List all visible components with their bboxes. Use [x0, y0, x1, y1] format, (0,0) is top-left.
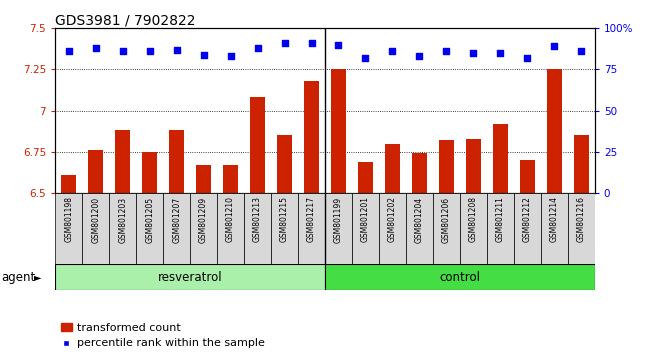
Bar	[514, 193, 541, 264]
Bar	[196, 165, 211, 193]
Point	[549, 44, 560, 49]
Text: GSM801204: GSM801204	[415, 196, 424, 242]
Point	[90, 45, 101, 51]
Bar	[568, 193, 595, 264]
Text: GSM801203: GSM801203	[118, 196, 127, 242]
Point	[441, 48, 452, 54]
Point	[306, 40, 317, 46]
Bar	[142, 152, 157, 193]
Bar	[433, 193, 460, 264]
Bar	[358, 162, 373, 193]
Bar	[493, 124, 508, 193]
Text: GSM801214: GSM801214	[550, 196, 559, 242]
Bar	[88, 150, 103, 193]
Point	[226, 53, 236, 59]
Point	[468, 50, 478, 56]
Bar	[82, 193, 109, 264]
Bar	[136, 193, 163, 264]
Point	[576, 48, 586, 54]
Text: GSM801210: GSM801210	[226, 196, 235, 242]
Bar	[223, 165, 238, 193]
Text: GSM801205: GSM801205	[145, 196, 154, 242]
Bar	[325, 193, 352, 264]
Text: control: control	[439, 270, 480, 284]
Text: GSM801215: GSM801215	[280, 196, 289, 242]
Bar	[163, 193, 190, 264]
Text: GSM801199: GSM801199	[334, 196, 343, 242]
Point	[522, 55, 532, 61]
Point	[198, 52, 209, 57]
Text: GSM801217: GSM801217	[307, 196, 316, 242]
Point	[64, 48, 74, 54]
Point	[495, 50, 506, 56]
Bar	[412, 153, 427, 193]
Text: ►: ►	[34, 272, 42, 282]
Text: GSM801213: GSM801213	[253, 196, 262, 242]
Bar	[520, 160, 535, 193]
Bar	[271, 193, 298, 264]
Bar	[250, 97, 265, 193]
Bar	[55, 264, 325, 290]
Bar	[352, 193, 379, 264]
Text: GSM801207: GSM801207	[172, 196, 181, 242]
Text: GDS3981 / 7902822: GDS3981 / 7902822	[55, 13, 196, 27]
Point	[414, 53, 424, 59]
Point	[172, 47, 182, 52]
Text: GSM801198: GSM801198	[64, 196, 73, 242]
Bar	[55, 193, 83, 264]
Text: GSM801209: GSM801209	[199, 196, 208, 242]
Bar	[244, 193, 271, 264]
Bar	[547, 69, 562, 193]
Bar	[298, 193, 325, 264]
Bar	[406, 193, 433, 264]
Bar	[277, 135, 292, 193]
Bar	[331, 69, 346, 193]
Text: GSM801216: GSM801216	[577, 196, 586, 242]
Point	[333, 42, 344, 48]
Bar	[109, 193, 136, 264]
Bar	[190, 193, 217, 264]
Text: agent: agent	[1, 270, 36, 284]
Bar	[574, 135, 589, 193]
Bar	[169, 130, 184, 193]
Point	[144, 48, 155, 54]
Bar	[115, 130, 130, 193]
Text: GSM801211: GSM801211	[496, 196, 505, 242]
Text: GSM801212: GSM801212	[523, 196, 532, 242]
Text: GSM801201: GSM801201	[361, 196, 370, 242]
Bar	[466, 139, 481, 193]
Bar	[61, 175, 76, 193]
Text: GSM801206: GSM801206	[442, 196, 451, 242]
Legend: transformed count, percentile rank within the sample: transformed count, percentile rank withi…	[61, 323, 265, 348]
Text: GSM801202: GSM801202	[388, 196, 397, 242]
Text: resveratrol: resveratrol	[158, 270, 222, 284]
Bar	[439, 140, 454, 193]
Text: GSM801200: GSM801200	[91, 196, 100, 242]
Point	[387, 48, 398, 54]
Bar	[385, 144, 400, 193]
Point	[252, 45, 263, 51]
Bar	[487, 193, 514, 264]
Bar	[541, 193, 568, 264]
Point	[280, 40, 290, 46]
Text: GSM801208: GSM801208	[469, 196, 478, 242]
Point	[360, 55, 370, 61]
Bar	[304, 81, 319, 193]
Bar	[379, 193, 406, 264]
Bar	[460, 193, 487, 264]
Bar	[325, 264, 595, 290]
Bar	[217, 193, 244, 264]
Point	[118, 48, 128, 54]
